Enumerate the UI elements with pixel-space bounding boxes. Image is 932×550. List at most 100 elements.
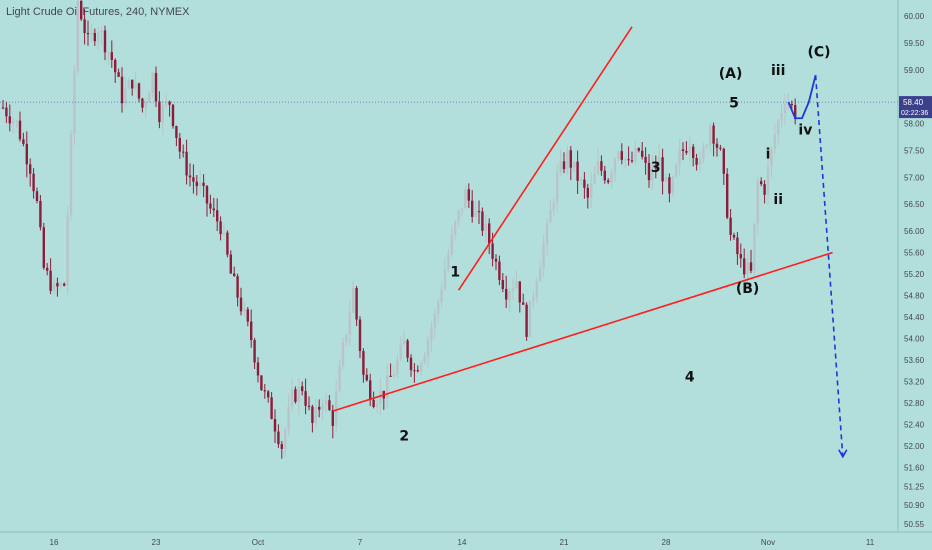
candle — [443, 257, 447, 291]
x-axis-ticks: 1623Oct7142128Nov111825Dec9 — [50, 538, 875, 547]
x-tick-label: 23 — [152, 538, 161, 547]
candle — [195, 175, 198, 196]
candle — [1, 99, 5, 110]
candle — [600, 155, 603, 176]
candle — [260, 375, 263, 391]
candle — [753, 223, 756, 276]
candle — [409, 354, 413, 377]
y-tick-label: 55.60 — [904, 249, 925, 258]
candle — [471, 190, 474, 223]
candle — [715, 138, 719, 157]
candle — [477, 200, 481, 225]
candle-series — [1, 0, 797, 459]
candle — [284, 426, 287, 458]
candle — [416, 365, 419, 373]
candle — [352, 280, 355, 314]
candle — [739, 243, 742, 268]
candle — [212, 198, 215, 217]
candle — [426, 335, 430, 368]
candle — [627, 146, 630, 166]
candle — [137, 82, 141, 103]
candle — [29, 158, 32, 187]
candle — [573, 161, 576, 172]
candle — [154, 66, 158, 107]
candle — [549, 200, 552, 223]
candle — [93, 28, 96, 46]
candle — [158, 91, 161, 129]
y-tick-label: 58.00 — [904, 120, 925, 129]
candle — [522, 293, 525, 305]
x-tick-label: Oct — [252, 538, 265, 547]
wave-label: i — [766, 147, 771, 163]
x-tick-label: 14 — [458, 538, 467, 547]
candle — [576, 150, 579, 195]
candle — [695, 153, 698, 171]
candle — [103, 25, 107, 61]
candle — [525, 302, 528, 341]
candle — [372, 391, 375, 409]
candle — [685, 141, 688, 155]
y-axis-ticks: 60.00 59.50 59.00 58.00 57.50 57.00 56.50 56.00… — [904, 12, 925, 529]
candle — [634, 140, 637, 165]
candle — [620, 143, 623, 165]
candle — [114, 58, 117, 83]
candle — [505, 275, 508, 308]
candle — [324, 393, 328, 412]
candle — [511, 278, 515, 300]
candle — [49, 258, 52, 295]
candle — [236, 273, 239, 307]
x-tick-label: 7 — [358, 538, 363, 547]
candle — [596, 147, 600, 176]
candle — [168, 100, 171, 117]
candle — [226, 230, 229, 258]
candle — [777, 118, 780, 146]
candle — [678, 138, 681, 176]
candle — [474, 200, 477, 218]
y-tick-label: 54.00 — [904, 335, 925, 344]
candle — [712, 122, 715, 157]
candle — [76, 0, 79, 75]
candle — [362, 348, 365, 383]
candle — [59, 281, 62, 290]
y-tick-label: 53.20 — [904, 378, 925, 387]
candle — [151, 71, 154, 99]
candle — [185, 139, 188, 185]
candle — [467, 183, 470, 209]
candle — [335, 378, 338, 432]
candle — [399, 336, 402, 362]
candle — [396, 354, 399, 379]
candle — [216, 198, 219, 232]
candle — [437, 298, 440, 325]
candle — [328, 395, 331, 412]
candle — [12, 117, 15, 134]
candle — [389, 363, 392, 377]
candle — [287, 393, 290, 436]
candle — [692, 143, 695, 167]
candle — [450, 225, 453, 258]
wave-label: (A) — [719, 66, 743, 82]
candle — [624, 158, 627, 168]
candle — [719, 144, 722, 151]
candle — [301, 381, 304, 396]
candle — [518, 281, 521, 313]
last-price-tag: 58.40 02:22:36 — [899, 96, 932, 119]
candle — [726, 168, 729, 220]
candle — [392, 366, 396, 378]
channel-top[interactable] — [457, 26, 633, 291]
candle — [668, 173, 671, 203]
candle — [722, 147, 725, 185]
candle — [277, 424, 280, 448]
candle — [358, 316, 362, 359]
candle — [243, 301, 246, 317]
candle — [256, 357, 260, 383]
candle — [18, 111, 22, 142]
candle — [355, 285, 358, 327]
wave-label: iv — [798, 122, 812, 138]
candle — [5, 101, 8, 124]
candle — [35, 187, 39, 204]
channel-bottom[interactable] — [332, 251, 833, 412]
y-tick-label: 50.90 — [904, 501, 925, 510]
candle — [433, 309, 436, 339]
candle — [107, 50, 110, 66]
